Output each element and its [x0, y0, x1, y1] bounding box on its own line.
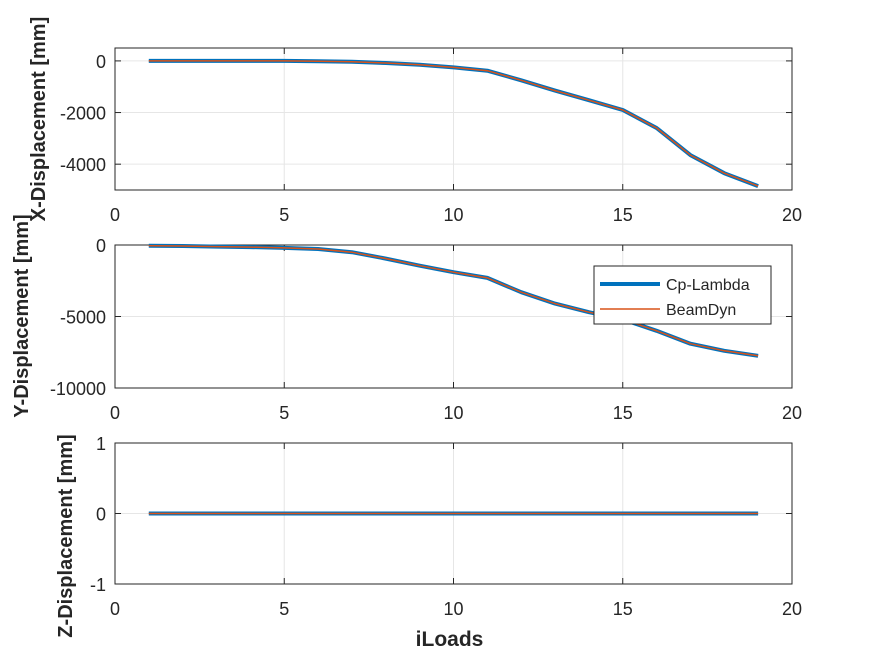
legend-box — [593, 265, 772, 325]
subplot-2: 0 5 10 15 20 0 -5000 -10000 Y-Displacement [mm] C… — [11, 214, 802, 423]
x-tick-label: 20 — [782, 205, 802, 225]
series-line-beamdyn — [148, 60, 759, 187]
x-tick-label: 15 — [613, 599, 633, 619]
subplot-1: 0 5 10 15 20 0 -2000 -4000 X-Displacement [mm] — [28, 17, 802, 225]
y-axis-label: Z-Displacement [mm] — [55, 434, 77, 637]
y-tick-label: 1 — [96, 434, 106, 454]
x-tick-label: 15 — [613, 205, 633, 225]
x-tick-label: 5 — [279, 205, 289, 225]
x-tick-label: 20 — [782, 403, 802, 423]
y-tick-label: -5000 — [60, 308, 106, 328]
legend-entry: BeamDyn — [666, 302, 736, 319]
x-tick-label: 5 — [279, 403, 289, 423]
y-tick-label: 0 — [96, 505, 106, 525]
y-axis-label: Y-Displacement [mm] — [11, 214, 33, 417]
y-tick-label: 0 — [96, 52, 106, 72]
x-tick-label: 5 — [279, 599, 289, 619]
y-axis-label: X-Displacement [mm] — [28, 17, 50, 222]
legend: Cp-Lambda BeamDyn — [593, 265, 772, 325]
legend-entry: Cp-Lambda — [666, 277, 750, 294]
x-tick-label: 0 — [110, 403, 120, 423]
x-tick-label: 0 — [110, 599, 120, 619]
x-tick-label: 15 — [613, 403, 633, 423]
x-axis-label: iLoads — [416, 628, 484, 651]
x-tick-label: 0 — [110, 205, 120, 225]
y-tick-label: -4000 — [60, 155, 106, 175]
y-tick-label: -2000 — [60, 104, 106, 124]
y-tick-label: 0 — [96, 236, 106, 256]
x-tick-label: 10 — [443, 403, 463, 423]
x-tick-label: 10 — [443, 205, 463, 225]
y-tick-label: -10000 — [50, 379, 106, 399]
series-line-beamdyn — [148, 244, 759, 357]
x-tick-label: 20 — [782, 599, 802, 619]
x-tick-label: 10 — [443, 599, 463, 619]
y-tick-label: -1 — [90, 575, 106, 595]
